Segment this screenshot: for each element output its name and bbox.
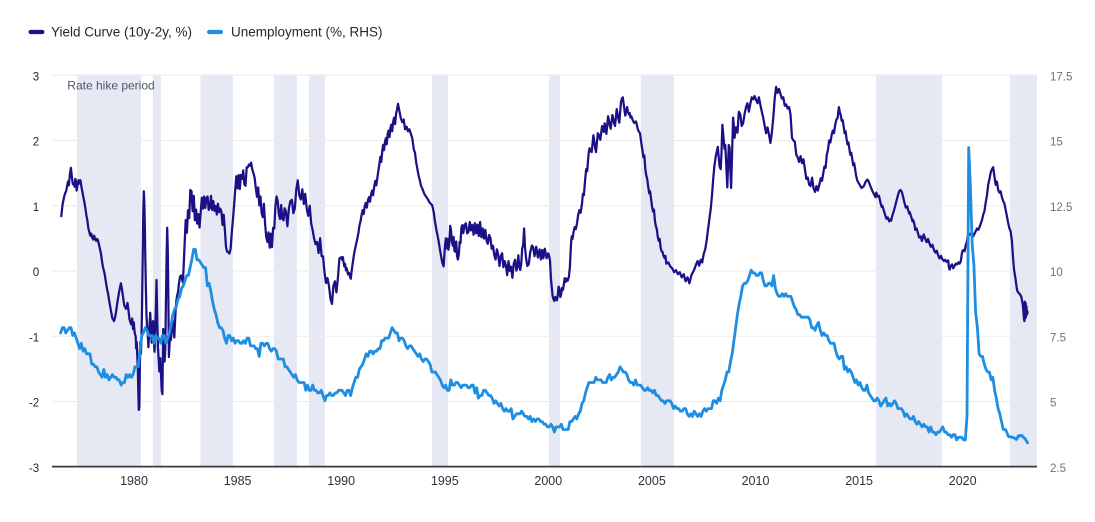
svg-text:2020: 2020 bbox=[949, 474, 977, 488]
svg-text:1995: 1995 bbox=[431, 474, 459, 488]
svg-text:-3: -3 bbox=[29, 463, 39, 475]
svg-text:1: 1 bbox=[33, 202, 39, 214]
svg-text:2015: 2015 bbox=[845, 474, 873, 488]
svg-text:Yield Curve (10y-2y, %): Yield Curve (10y-2y, %) bbox=[51, 25, 192, 40]
svg-text:2000: 2000 bbox=[534, 474, 562, 488]
svg-text:Unemployment (%, RHS): Unemployment (%, RHS) bbox=[231, 25, 383, 40]
svg-text:2005: 2005 bbox=[638, 474, 666, 488]
svg-text:1990: 1990 bbox=[327, 474, 355, 488]
svg-text:2: 2 bbox=[33, 137, 39, 149]
svg-text:12.5: 12.5 bbox=[1050, 202, 1072, 214]
svg-text:17.5: 17.5 bbox=[1050, 71, 1072, 83]
svg-text:2010: 2010 bbox=[742, 474, 770, 488]
svg-text:1985: 1985 bbox=[224, 474, 252, 488]
svg-text:15: 15 bbox=[1050, 137, 1063, 149]
svg-text:-2: -2 bbox=[29, 398, 39, 410]
svg-text:-1: -1 bbox=[29, 332, 39, 344]
svg-text:3: 3 bbox=[33, 71, 39, 83]
svg-text:7.5: 7.5 bbox=[1050, 332, 1066, 344]
svg-text:0: 0 bbox=[33, 267, 39, 279]
svg-text:1980: 1980 bbox=[120, 474, 148, 488]
svg-text:5: 5 bbox=[1050, 398, 1056, 410]
svg-text:10: 10 bbox=[1050, 267, 1063, 279]
svg-text:Rate hike period: Rate hike period bbox=[67, 79, 154, 93]
svg-text:2.5: 2.5 bbox=[1050, 463, 1066, 475]
